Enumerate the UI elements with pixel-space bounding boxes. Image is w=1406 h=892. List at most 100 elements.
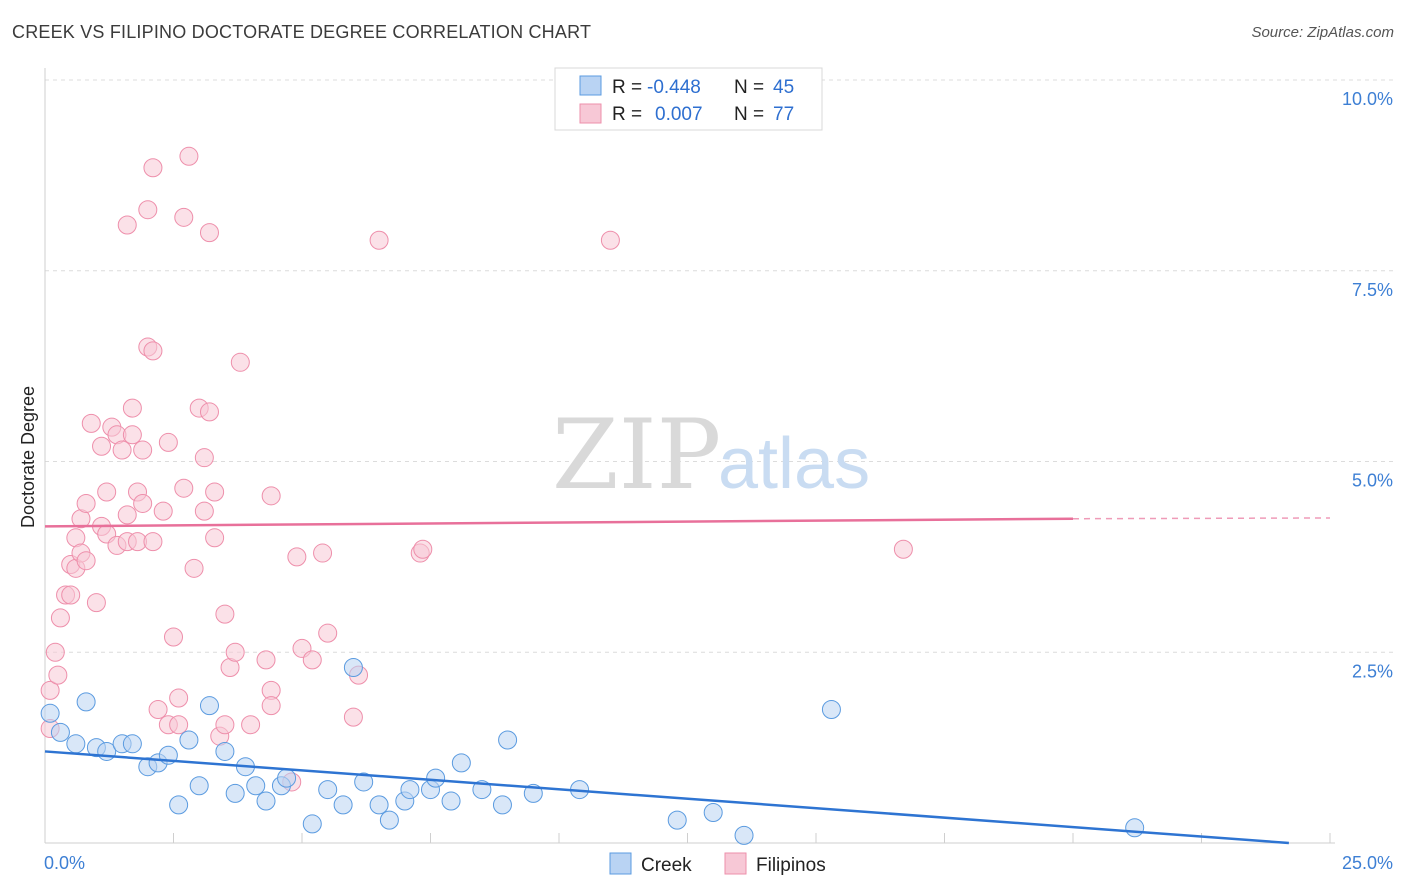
filipinos-point — [313, 543, 333, 563]
filipinos-point — [40, 680, 60, 700]
filipinos-point — [261, 696, 281, 716]
filipinos-point — [184, 558, 204, 578]
filipinos-point — [318, 623, 338, 643]
legend-n-value-creek: 45 — [773, 77, 794, 98]
filipinos-point — [413, 539, 433, 559]
filipinos-point — [199, 223, 219, 243]
filipinos-point — [81, 413, 101, 433]
filipinos-point — [893, 539, 913, 559]
filipinos-point — [48, 665, 68, 685]
filipinos-point — [241, 715, 261, 735]
filipinos-point — [143, 158, 163, 178]
filipinos-point — [112, 440, 132, 460]
creek-point — [667, 810, 687, 830]
series-legend: Creek Filipinos — [609, 852, 826, 876]
filipinos-point — [76, 493, 96, 513]
legend-n-label-filipinos: N = — [734, 104, 764, 125]
filipinos-point — [97, 482, 117, 502]
creek-point — [498, 730, 518, 750]
creek-point — [246, 776, 266, 796]
filipinos-point — [256, 650, 276, 670]
filipinos-point — [287, 547, 307, 567]
legend-n-label-creek: N = — [734, 77, 764, 98]
filipinos-point — [205, 528, 225, 548]
creek-point — [703, 802, 723, 822]
creek-point — [215, 741, 235, 761]
filipinos-point — [117, 505, 137, 525]
legend-r-label-filipinos: R = — [612, 104, 642, 125]
chart-title: CREEK VS FILIPINO DOCTORATE DEGREE CORRE… — [12, 22, 592, 42]
creek-point — [369, 795, 389, 815]
y-axis-label: Doctorate Degree — [18, 386, 38, 528]
bottom-legend-swatch-filipinos — [724, 852, 747, 875]
filipinos-trend-line — [44, 517, 1074, 528]
filipinos-point — [92, 436, 112, 456]
filipinos-point — [45, 642, 65, 662]
creek-point — [189, 776, 209, 796]
filipinos-trend-extension — [1072, 517, 1331, 520]
creek-point — [734, 825, 754, 845]
creek-point — [169, 795, 189, 815]
creek-point — [1125, 818, 1145, 838]
bottom-legend-creek: Creek — [641, 855, 692, 876]
filipinos-point — [343, 707, 363, 727]
filipinos-point — [369, 230, 389, 250]
filipinos-point — [133, 493, 153, 513]
creek-point — [426, 768, 446, 788]
filipinos-point — [143, 341, 163, 361]
filipinos-points — [40, 146, 913, 792]
filipinos-point — [600, 230, 620, 250]
filipinos-point — [230, 352, 250, 372]
creek-point — [354, 772, 374, 792]
x-tick-marks — [44, 833, 1331, 843]
source-label: Source: ZipAtlas.com — [1251, 24, 1394, 41]
y-tick-label: 2.5% — [1352, 661, 1393, 681]
legend-r-label-creek: R = — [612, 77, 642, 98]
filipinos-point — [153, 501, 173, 521]
filipinos-point — [50, 608, 70, 628]
creek-point — [400, 780, 420, 800]
filipinos-point — [215, 604, 235, 624]
creek-point — [122, 734, 142, 754]
correlation-legend: R = -0.448 N = 45 R = 0.007 N = 77 — [554, 67, 823, 131]
creek-point — [277, 768, 297, 788]
filipinos-point — [86, 593, 106, 613]
filipinos-point — [179, 146, 199, 166]
creek-point — [492, 795, 512, 815]
filipinos-point — [122, 398, 142, 418]
filipinos-point — [169, 688, 189, 708]
creek-point — [66, 734, 86, 754]
legend-r-value-creek: -0.448 — [647, 77, 701, 98]
creek-point — [441, 791, 461, 811]
creek-point — [343, 658, 363, 678]
filipinos-point — [205, 482, 225, 502]
filipinos-point — [174, 478, 194, 498]
legend-swatch-creek — [579, 75, 602, 96]
creek-point — [318, 780, 338, 800]
creek-point — [451, 753, 471, 773]
filipinos-point — [117, 215, 137, 235]
creek-point — [821, 699, 841, 719]
creek-trend-line — [44, 750, 1289, 845]
trend-lines — [44, 517, 1331, 845]
filipinos-point — [169, 715, 189, 735]
creek-point — [50, 722, 70, 742]
filipinos-point — [261, 486, 281, 506]
y-tick-label: 10.0% — [1342, 89, 1393, 109]
creek-point — [302, 814, 322, 834]
watermark-zip: ZIP — [552, 399, 721, 511]
filipinos-point — [122, 425, 142, 445]
filipinos-point — [194, 501, 214, 521]
filipinos-point — [194, 448, 214, 468]
bottom-legend-filipinos: Filipinos — [756, 855, 826, 876]
filipinos-point — [199, 402, 219, 422]
legend-swatch-filipinos — [579, 103, 602, 124]
filipinos-point — [133, 440, 153, 460]
filipinos-point — [138, 200, 158, 220]
y-tick-label: 5.0% — [1352, 471, 1393, 491]
creek-point — [379, 810, 399, 830]
creek-point — [333, 795, 353, 815]
y-tick-label: 7.5% — [1352, 280, 1393, 300]
bottom-legend-swatch-creek — [609, 852, 632, 875]
